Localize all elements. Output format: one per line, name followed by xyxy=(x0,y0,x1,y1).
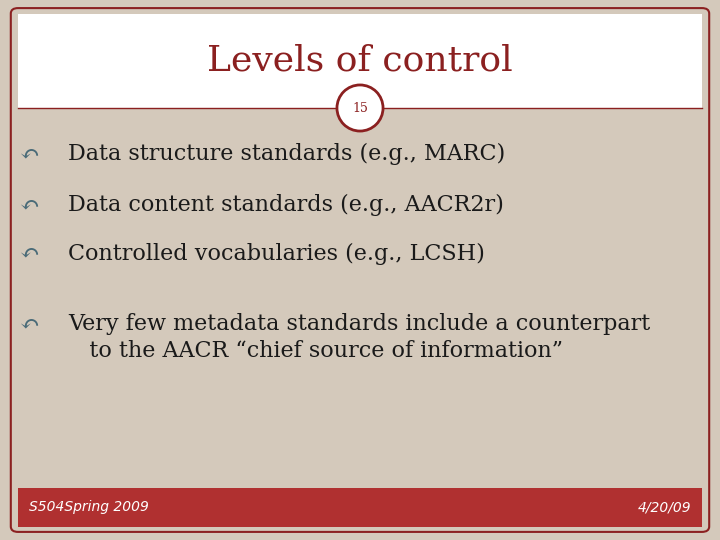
FancyBboxPatch shape xyxy=(18,14,702,108)
Text: ↶: ↶ xyxy=(20,143,40,166)
Text: Very few metadata standards include a counterpart
   to the AACR “chief source o: Very few metadata standards include a co… xyxy=(68,313,651,362)
Ellipse shape xyxy=(337,85,383,131)
Text: Controlled vocabularies (e.g., LCSH): Controlled vocabularies (e.g., LCSH) xyxy=(68,243,485,265)
Text: 4/20/09: 4/20/09 xyxy=(638,500,691,514)
Text: ↶: ↶ xyxy=(20,313,40,336)
Text: ↶: ↶ xyxy=(20,243,40,266)
Text: ↶: ↶ xyxy=(20,194,40,218)
FancyBboxPatch shape xyxy=(18,488,702,526)
Text: Data structure standards (e.g., MARC): Data structure standards (e.g., MARC) xyxy=(68,143,505,165)
Text: Data content standards (e.g., AACR2r): Data content standards (e.g., AACR2r) xyxy=(68,194,504,217)
Text: S504Spring 2009: S504Spring 2009 xyxy=(29,500,148,514)
Text: 15: 15 xyxy=(352,102,368,114)
Text: Levels of control: Levels of control xyxy=(207,44,513,78)
